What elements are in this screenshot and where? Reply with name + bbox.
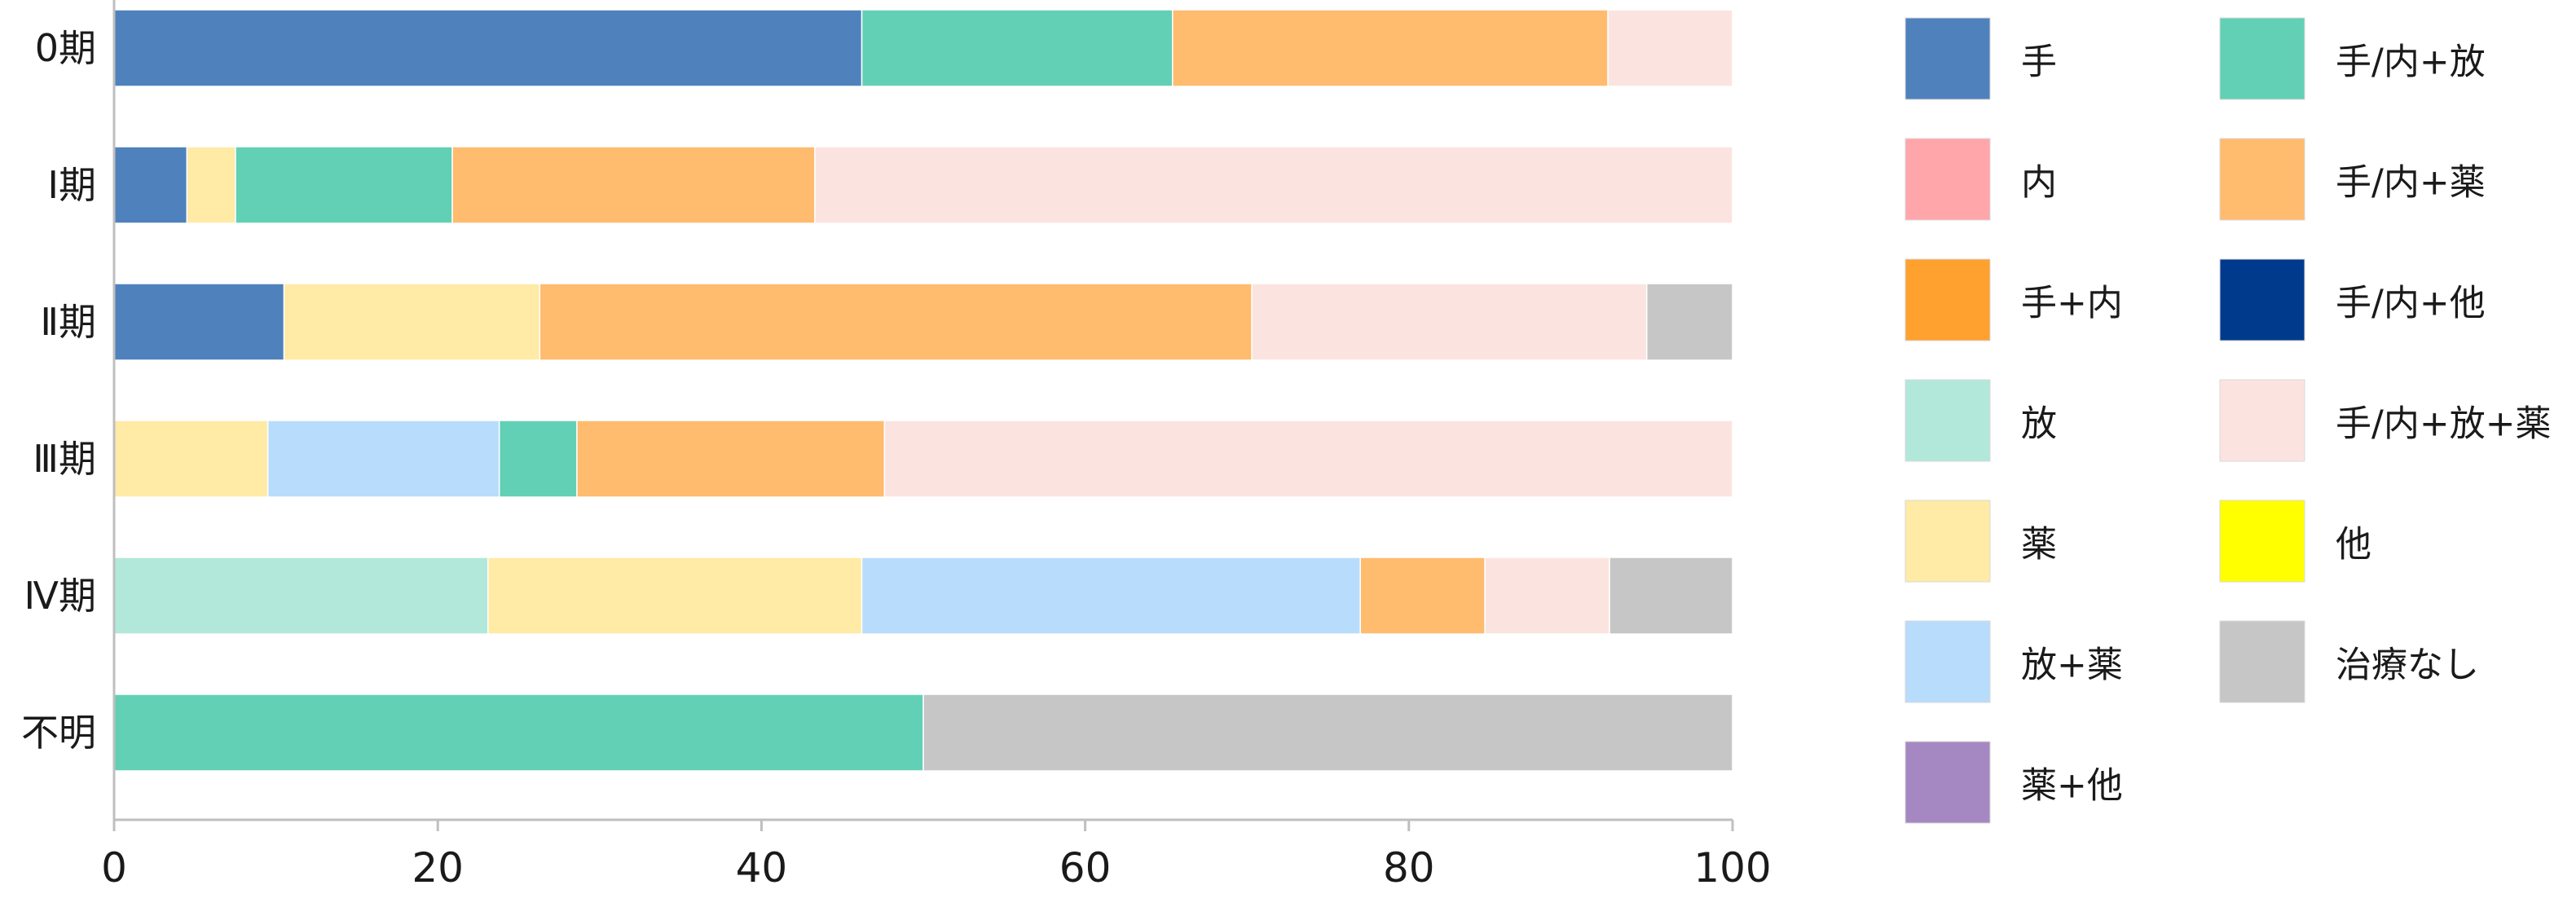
legend-swatch [1904, 17, 1991, 100]
bar-segment [451, 146, 816, 224]
x-tick-label: 60 [1059, 844, 1112, 892]
legend-label: 内 [2021, 162, 2057, 204]
bar-segment [1359, 557, 1486, 635]
bar-segment [1609, 557, 1733, 635]
bar-segment [113, 9, 863, 87]
x-tick-label: 20 [412, 844, 464, 892]
bar-segment [576, 420, 886, 498]
x-tick-label: 100 [1693, 844, 1771, 892]
legend-swatch [2219, 620, 2305, 703]
bar-segment [814, 146, 1733, 224]
bar-segment [113, 146, 188, 224]
category-label: Ⅱ期 [40, 300, 96, 344]
legend-swatch [2219, 379, 2305, 462]
bar-segment [861, 9, 1174, 87]
bar-segment [283, 283, 541, 361]
bar-segment [113, 557, 489, 635]
bar-segment [1607, 9, 1733, 87]
category-label: 0期 [35, 26, 96, 70]
bar-segment [539, 283, 1253, 361]
legend-label: 治療なし [2336, 645, 2479, 686]
x-tick-label: 0 [101, 844, 127, 892]
legend-swatch [1904, 258, 1991, 341]
bar-segment [113, 693, 924, 772]
x-tick-labels: 0 20 40 60 80 100 [101, 844, 1772, 892]
bar-segment [1251, 283, 1648, 361]
category-label: 不明 [21, 711, 96, 755]
legend-swatch [1904, 500, 1991, 583]
bar-segment [1484, 557, 1610, 635]
legend-label: 他 [2336, 524, 2371, 566]
legend-swatch [1904, 620, 1991, 703]
bar-segment [113, 420, 269, 498]
bar-segment [498, 420, 578, 498]
legend-swatch [2219, 258, 2305, 341]
bar-segment [923, 693, 1733, 772]
legend-label: 手/内+放+薬 [2336, 403, 2552, 445]
bar-segment [186, 146, 236, 224]
bar-segment [1645, 283, 1733, 361]
legend-label: 薬+他 [2021, 765, 2123, 807]
category-label: Ⅲ期 [33, 437, 96, 481]
bar-segment [883, 420, 1733, 498]
legend-label: 薬 [2021, 524, 2057, 566]
x-tick-label: 80 [1383, 844, 1435, 892]
bar-segment [235, 146, 453, 224]
bar-area [113, 9, 1733, 772]
legend-swatch [2219, 17, 2305, 100]
category-label: Ⅳ期 [24, 574, 96, 618]
legend-label: 手 [2021, 42, 2057, 83]
legend-swatch [1904, 379, 1991, 462]
category-label: Ⅰ期 [47, 163, 96, 207]
bar-segment [1172, 9, 1609, 87]
legend-swatch [2219, 500, 2305, 583]
legend-swatch [1904, 138, 1991, 221]
bar-segment [113, 283, 285, 361]
legend-label: 放+薬 [2021, 645, 2123, 686]
legend-label: 放 [2021, 403, 2057, 445]
legend-swatch [1904, 741, 1991, 824]
legend-swatch [2219, 138, 2305, 221]
x-tick-label: 40 [736, 844, 788, 892]
legend-label: 手+内 [2021, 283, 2123, 324]
legend-label: 手/内+放 [2336, 42, 2486, 83]
axes [112, 0, 1734, 831]
bar-segment [861, 557, 1361, 635]
bar-segment [266, 420, 500, 498]
bar-segment [487, 557, 863, 635]
legend-label: 手/内+薬 [2336, 162, 2486, 204]
legend-label: 手/内+他 [2336, 283, 2486, 324]
